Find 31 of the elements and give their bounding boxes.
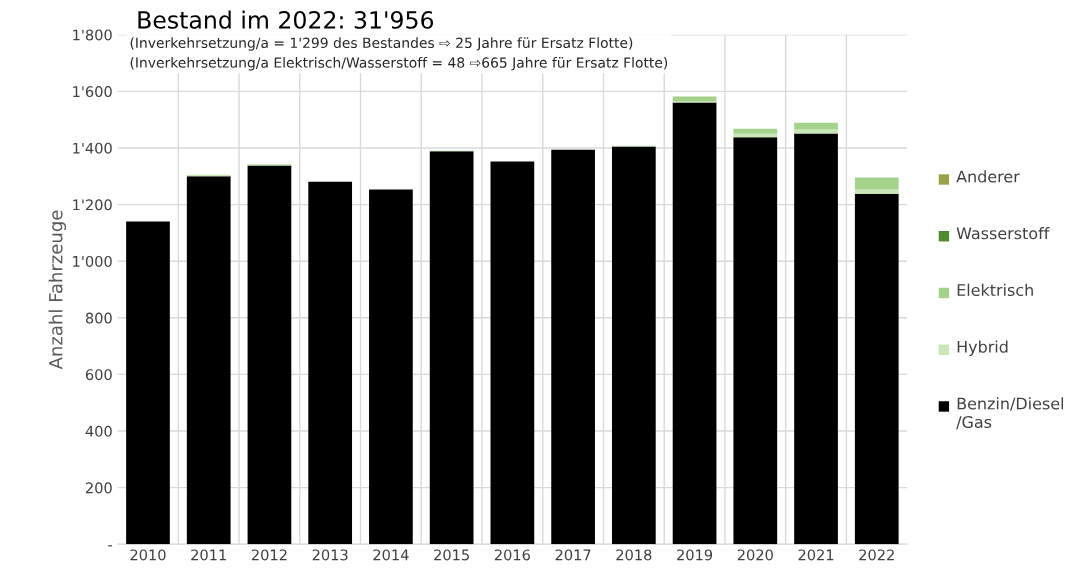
legend-label: Wasserstoff (956, 226, 1050, 240)
x-tick-label: 2015 (434, 549, 469, 561)
legend-label: Benzin/Diesel /Gas (956, 397, 1064, 430)
x-tick-label: 2013 (312, 549, 348, 561)
legend-label: Anderer (956, 170, 1020, 183)
x-tick-label: 2012 (251, 549, 287, 561)
y-tick-label: 200 (85, 482, 112, 494)
x-tick-label: 2011 (191, 549, 226, 561)
x-tick-label: 2010 (130, 549, 166, 561)
y-tick-label: 1'400 (73, 142, 112, 154)
x-tick-label: 2018 (616, 549, 652, 561)
y-tick-label: 1'600 (73, 86, 112, 98)
y-tick-label: 800 (85, 312, 112, 324)
y-tick-label: 1'800 (73, 29, 112, 41)
y-tick-label: 1'000 (73, 255, 112, 267)
y-tick-label: 400 (85, 425, 112, 437)
legend-label: Hybrid (957, 340, 1008, 356)
y-tick-label: 1'200 (73, 199, 112, 211)
y-tick-label: - (108, 545, 113, 547)
chart-title: Bestand im 2022: 31'956 (138, 10, 434, 29)
x-tick-label: 2019 (677, 549, 713, 561)
legend-label: Elektrisch (957, 283, 1033, 297)
x-tick-label: 2017 (555, 549, 591, 561)
y-tick-label: 600 (85, 369, 112, 381)
x-tick-label: 2021 (798, 549, 834, 561)
text: (Inverkehrsetzung/a = 1'299 des Bestandes ⇨ 25 Jahre für Ersatz Flotte) (Inverkehrsetzung/a Elektrisch/Wasserstoff = 48 ⇨665 Jahre für Ersatz Flotte) (130, 37, 668, 71)
x-tick-label: 2022 (859, 549, 894, 561)
x-tick-label: 2014 (373, 549, 409, 561)
x-tick-label: 2020 (737, 549, 773, 561)
y-axis-title: Anzahl Fahrzeuge (48, 210, 67, 370)
x-tick-label: 2016 (494, 549, 531, 561)
